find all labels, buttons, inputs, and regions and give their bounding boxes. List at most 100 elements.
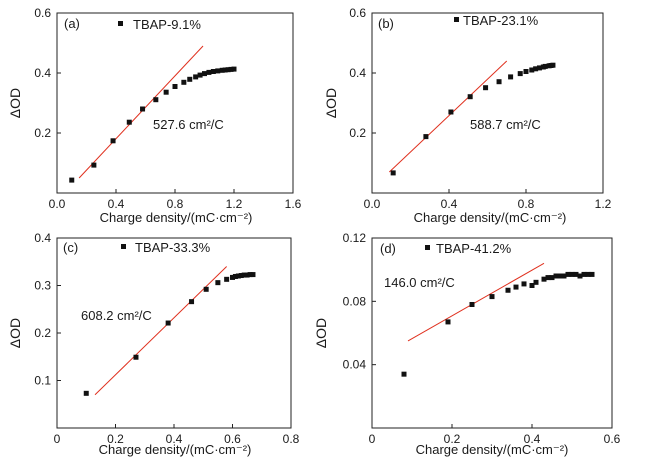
x-tick-label: 0.0 [364,197,381,211]
y-tick-label: 0.6 [34,6,51,20]
legend-marker [454,17,459,22]
panel-label: (a) [64,16,80,31]
panel-label: (d) [380,241,396,256]
y-tick-label: 0.6 [349,6,366,20]
data-point [390,170,396,176]
x-tick-label: 0.4 [441,197,458,211]
data-point [533,66,539,72]
data-point [230,274,235,280]
legend-marker [118,21,123,26]
data-point [489,294,495,300]
data-point [529,67,535,73]
data-point [508,74,514,80]
panel-label: (b) [378,16,394,31]
data-point [210,69,216,74]
data-point [181,79,187,85]
data-point [445,319,451,325]
x-axis-label: Charge density/(mC·cm⁻²) [100,210,253,225]
x-tick-label: 1.6 [285,197,302,211]
x-tick-label: 0.6 [224,432,241,446]
data-point [165,320,171,326]
data-point [483,85,489,91]
data-point [225,67,231,73]
panel-label: (c) [63,240,78,255]
x-axis-label: Charge density/(mC·cm⁻²) [414,210,567,225]
data-point [232,273,238,279]
slope-annotation: 588.7 cm²/C [470,117,541,132]
data-point [250,272,256,278]
y-tick-label: 0.04 [343,358,367,372]
data-point [469,302,475,307]
data-point [541,276,547,282]
data-point [536,65,542,71]
data-point [496,79,502,85]
panel-b: ΔOD Charge density/(mC·cm⁻²) (b) 588.7 c… [323,6,612,225]
y-axis-label: ΔOD [313,318,329,348]
data-point [545,275,551,281]
data-point [219,67,225,73]
y-tick-label: 0.08 [343,294,367,308]
data-point [549,275,555,281]
fit-line [407,262,545,342]
plot-frame [371,237,613,429]
data-point [206,69,212,75]
fit-line [388,60,508,173]
panel-a: ΔOD Charge density/(mC·cm⁻²) (a) 527.6 c… [7,6,302,225]
y-axis-label: ΔOD [7,88,23,118]
legend-label: TBAP-9.1% [133,17,201,32]
data-point [247,272,253,278]
plot-frame [56,237,292,429]
data-point [542,63,548,69]
y-axis-label: ΔOD [323,88,339,118]
data-point [448,109,454,115]
data-point [187,76,193,82]
fit-line [78,45,204,179]
data-point [565,271,571,277]
data-point [69,177,75,183]
data-point [189,299,195,305]
y-tick-label: 0.2 [34,326,51,340]
data-point [581,271,587,277]
data-point [222,67,228,73]
data-point [231,66,237,72]
data-point [241,272,247,278]
x-tick-label: 1.2 [226,197,243,211]
data-point [140,106,146,112]
y-tick-label: 0.1 [34,374,51,388]
x-tick-label: 0.6 [604,432,621,446]
y-tick-label: 0.2 [34,126,51,140]
x-tick-label: 1.2 [595,197,612,211]
y-axis-label: ΔOD [7,318,23,348]
x-tick-label: 0.4 [166,432,183,446]
data-point [163,89,169,95]
data-point [517,71,523,77]
x-tick-label: 0.2 [107,432,124,446]
data-point [521,281,527,287]
data-point [561,273,567,279]
data-point [569,271,575,277]
data-point [172,84,178,89]
data-point [401,371,407,377]
data-point [193,74,199,80]
x-tick-label: 0.4 [108,197,125,211]
data-point [589,271,595,277]
x-tick-label: 0 [54,432,61,446]
data-point [153,97,159,103]
x-tick-label: 0.8 [283,432,300,446]
x-tick-label: 0.0 [49,197,66,211]
data-point [523,69,529,74]
data-point [202,71,207,77]
data-point [133,354,139,360]
data-point [83,390,89,396]
data-point [238,273,244,279]
y-tick-label: 0.2 [349,126,366,140]
x-tick-label: 0.4 [524,432,541,446]
slope-annotation: 527.6 cm²/C [153,117,224,132]
data-point [529,283,535,288]
data-point [197,72,203,78]
legend-label: TBAP-41.2% [436,241,512,256]
legend-marker [425,245,430,250]
data-point [573,271,579,277]
data-point [244,272,250,278]
panel-c: ΔOD Charge density/(mC·cm⁻²) (c) 608.2 c… [7,231,300,457]
